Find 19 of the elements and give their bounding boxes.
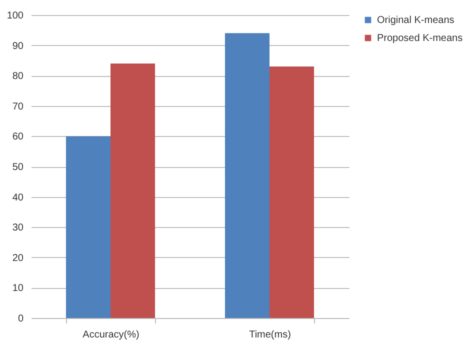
y-tick-label: 90	[12, 40, 24, 52]
bar	[110, 63, 156, 318]
bar	[66, 136, 110, 318]
x-tick-label: Accuracy(%)	[82, 330, 140, 340]
x-tick-label: Time(ms)	[249, 330, 291, 340]
y-tick-label: 60	[12, 132, 24, 143]
y-tick-label: 10	[12, 283, 24, 294]
legend-label: Original K-means	[377, 15, 454, 26]
y-tick-label: 0	[18, 314, 24, 324]
y-tick-label: 70	[12, 101, 24, 112]
y-tick-label: 80	[12, 71, 24, 82]
y-tick-label: 20	[12, 252, 24, 264]
legend-label: Proposed K-means	[377, 33, 463, 44]
bar	[224, 33, 270, 318]
y-tick-label: 100	[6, 10, 24, 22]
y-tick-label: 40	[12, 192, 24, 204]
y-tick-label: 30	[12, 222, 24, 234]
bar	[270, 66, 314, 318]
y-tick-label: 50	[12, 162, 24, 173]
